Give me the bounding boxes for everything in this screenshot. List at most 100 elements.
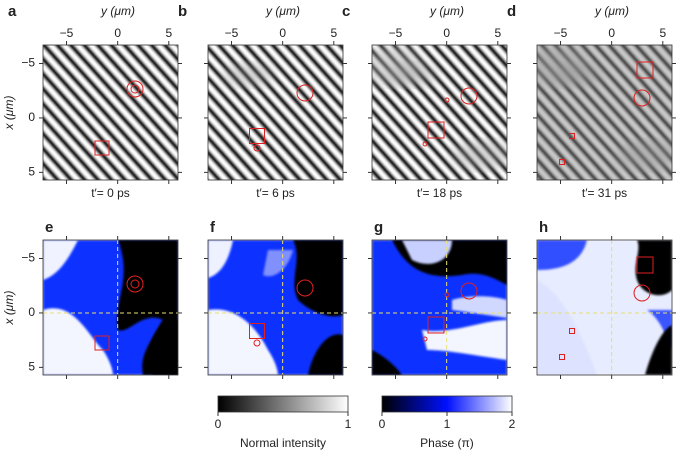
colorbar-tick-label: 1 bbox=[444, 417, 451, 431]
caption: t′= 6 ps bbox=[256, 186, 295, 200]
panel-letter: a bbox=[8, 3, 17, 20]
panel-letter: c bbox=[342, 3, 350, 20]
axis-label: y (μm) bbox=[100, 4, 135, 18]
red-circle bbox=[130, 84, 140, 94]
y-tick-label: 5 bbox=[28, 165, 35, 179]
phase-region bbox=[148, 320, 178, 375]
colorbar-label: Phase (π) bbox=[420, 436, 474, 450]
phase-region bbox=[372, 240, 507, 285]
panel-letter: f bbox=[210, 219, 216, 236]
x-tick-label: −5 bbox=[60, 26, 74, 40]
red-circle bbox=[126, 275, 144, 293]
caption: t′= 31 ps bbox=[582, 186, 627, 200]
red-square bbox=[427, 121, 445, 139]
panel-frame bbox=[42, 44, 179, 181]
red-square bbox=[94, 140, 110, 156]
x-tick-label: 0 bbox=[114, 26, 121, 40]
red-square bbox=[249, 323, 265, 339]
colorbar-label: Normal intensity bbox=[240, 436, 326, 450]
panel-image bbox=[537, 240, 672, 375]
x-tick-label: −5 bbox=[389, 26, 403, 40]
red-circle bbox=[126, 80, 144, 98]
red-square bbox=[559, 354, 565, 360]
phase-region bbox=[402, 240, 452, 264]
phase-region bbox=[208, 309, 278, 375]
phase-region bbox=[263, 250, 293, 277]
panel-letter: b bbox=[178, 3, 187, 20]
colorbar-tick-label: 0 bbox=[379, 417, 386, 431]
red-circle bbox=[296, 84, 314, 102]
axis-label: y (μm) bbox=[429, 4, 464, 18]
low-contrast bbox=[537, 45, 672, 180]
phase-region bbox=[537, 240, 587, 270]
red-square bbox=[636, 256, 654, 274]
red-circle bbox=[633, 284, 651, 302]
panel-letter: h bbox=[539, 219, 548, 236]
y-tick-label: 0 bbox=[28, 305, 35, 319]
axis-label: x (μm) bbox=[2, 291, 16, 326]
fringe-defect bbox=[537, 45, 587, 85]
x-tick-label: 5 bbox=[659, 26, 666, 40]
panel-letter: e bbox=[45, 219, 53, 236]
axis-label: y (μm) bbox=[265, 4, 300, 18]
red-square bbox=[249, 128, 265, 144]
red-circle bbox=[422, 336, 428, 342]
panel-image bbox=[43, 45, 178, 180]
red-circle bbox=[633, 89, 651, 107]
x-tick-label: 0 bbox=[608, 26, 615, 40]
panel-letter: g bbox=[374, 219, 383, 236]
phase-region bbox=[635, 240, 672, 296]
panel-image bbox=[537, 45, 672, 180]
red-square bbox=[427, 316, 445, 334]
red-circle bbox=[253, 144, 261, 152]
panel-frame bbox=[371, 44, 508, 181]
phase-region bbox=[647, 310, 672, 350]
red-square bbox=[569, 328, 575, 334]
red-circle bbox=[422, 141, 428, 147]
x-tick-label: 0 bbox=[279, 26, 286, 40]
panel-frame bbox=[371, 239, 508, 376]
red-circle bbox=[444, 97, 450, 103]
red-circle bbox=[296, 279, 314, 297]
fringes bbox=[43, 45, 178, 180]
panel-frame bbox=[207, 239, 344, 376]
phase-region bbox=[372, 350, 402, 375]
y-tick-label: −5 bbox=[21, 251, 35, 265]
red-square bbox=[636, 61, 654, 79]
panel-image bbox=[208, 45, 343, 180]
red-square bbox=[559, 159, 565, 165]
y-tick-label: 0 bbox=[28, 110, 35, 124]
y-tick-label: −5 bbox=[21, 56, 35, 70]
panel-image bbox=[372, 240, 507, 375]
panel-frame bbox=[42, 239, 179, 376]
fringe-defect bbox=[372, 45, 422, 85]
phase-region bbox=[422, 320, 507, 360]
caption: t′= 18 ps bbox=[417, 186, 462, 200]
panel-image bbox=[43, 240, 178, 375]
colorbar-tick-label: 0 bbox=[215, 417, 222, 431]
x-tick-label: 5 bbox=[165, 26, 172, 40]
panel-image bbox=[208, 240, 343, 375]
red-circle bbox=[444, 292, 450, 298]
red-square bbox=[569, 133, 575, 139]
red-circle bbox=[253, 339, 261, 347]
phase-region bbox=[43, 308, 113, 375]
red-circle bbox=[130, 279, 140, 289]
fringes bbox=[208, 45, 343, 180]
colorbar-tick-label: 1 bbox=[345, 417, 352, 431]
x-tick-label: 5 bbox=[330, 26, 337, 40]
phase-region bbox=[645, 325, 672, 375]
x-tick-label: 5 bbox=[494, 26, 501, 40]
phase-region bbox=[43, 240, 78, 280]
y-tick-label: 5 bbox=[28, 360, 35, 374]
axis-label: y (μm) bbox=[594, 4, 629, 18]
fringe-defect bbox=[452, 140, 507, 170]
x-tick-label: −5 bbox=[554, 26, 568, 40]
panel-frame bbox=[207, 44, 344, 181]
phase-region bbox=[308, 334, 343, 375]
red-square bbox=[94, 335, 110, 351]
fringe-defect bbox=[617, 140, 672, 170]
axis-label: x (μm) bbox=[2, 96, 16, 131]
panel-frame bbox=[536, 44, 673, 181]
